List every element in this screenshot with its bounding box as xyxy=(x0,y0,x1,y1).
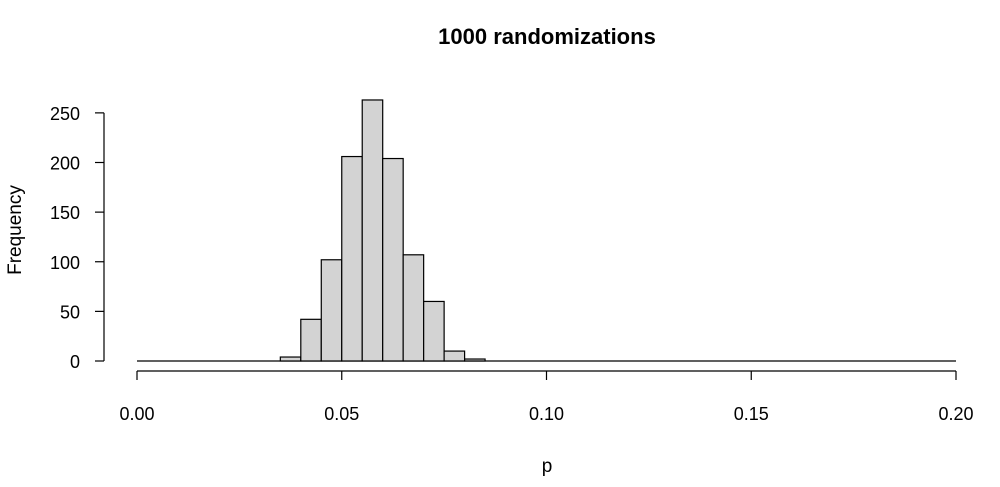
y-tick-label: 150 xyxy=(50,203,80,223)
histogram-bar xyxy=(320,259,343,362)
x-axis-label: p xyxy=(542,456,553,477)
histogram-bars xyxy=(279,99,486,362)
y-axis-label: Frequency xyxy=(5,185,26,275)
x-tick-label: 0.05 xyxy=(324,404,359,424)
x-axis: 0.00 0.05 0.10 0.15 0.20 xyxy=(119,370,974,424)
histogram-bar xyxy=(464,358,486,362)
x-tick-label: 0.10 xyxy=(529,404,564,424)
y-axis: 0 50 100 150 200 250 xyxy=(50,104,105,372)
y-tick-label: 200 xyxy=(50,154,80,174)
x-tick-label: 0.15 xyxy=(734,404,769,424)
chart-title: 1000 randomizations xyxy=(438,24,656,49)
x-tick-label: 0.20 xyxy=(938,404,973,424)
y-tick-label: 0 xyxy=(70,352,80,372)
y-tick-label: 250 xyxy=(50,104,80,124)
histogram-bar xyxy=(443,350,466,362)
histogram-bar xyxy=(382,157,404,362)
histogram-bar xyxy=(361,99,384,362)
histogram-bar xyxy=(423,300,445,362)
x-tick-label: 0.00 xyxy=(119,404,154,424)
y-tick-label: 100 xyxy=(50,253,80,273)
histogram-bar xyxy=(300,318,322,362)
y-tick-label: 50 xyxy=(60,302,80,322)
histogram-bar xyxy=(341,155,363,362)
histogram-bar xyxy=(402,254,425,362)
histogram-bar xyxy=(279,356,302,362)
